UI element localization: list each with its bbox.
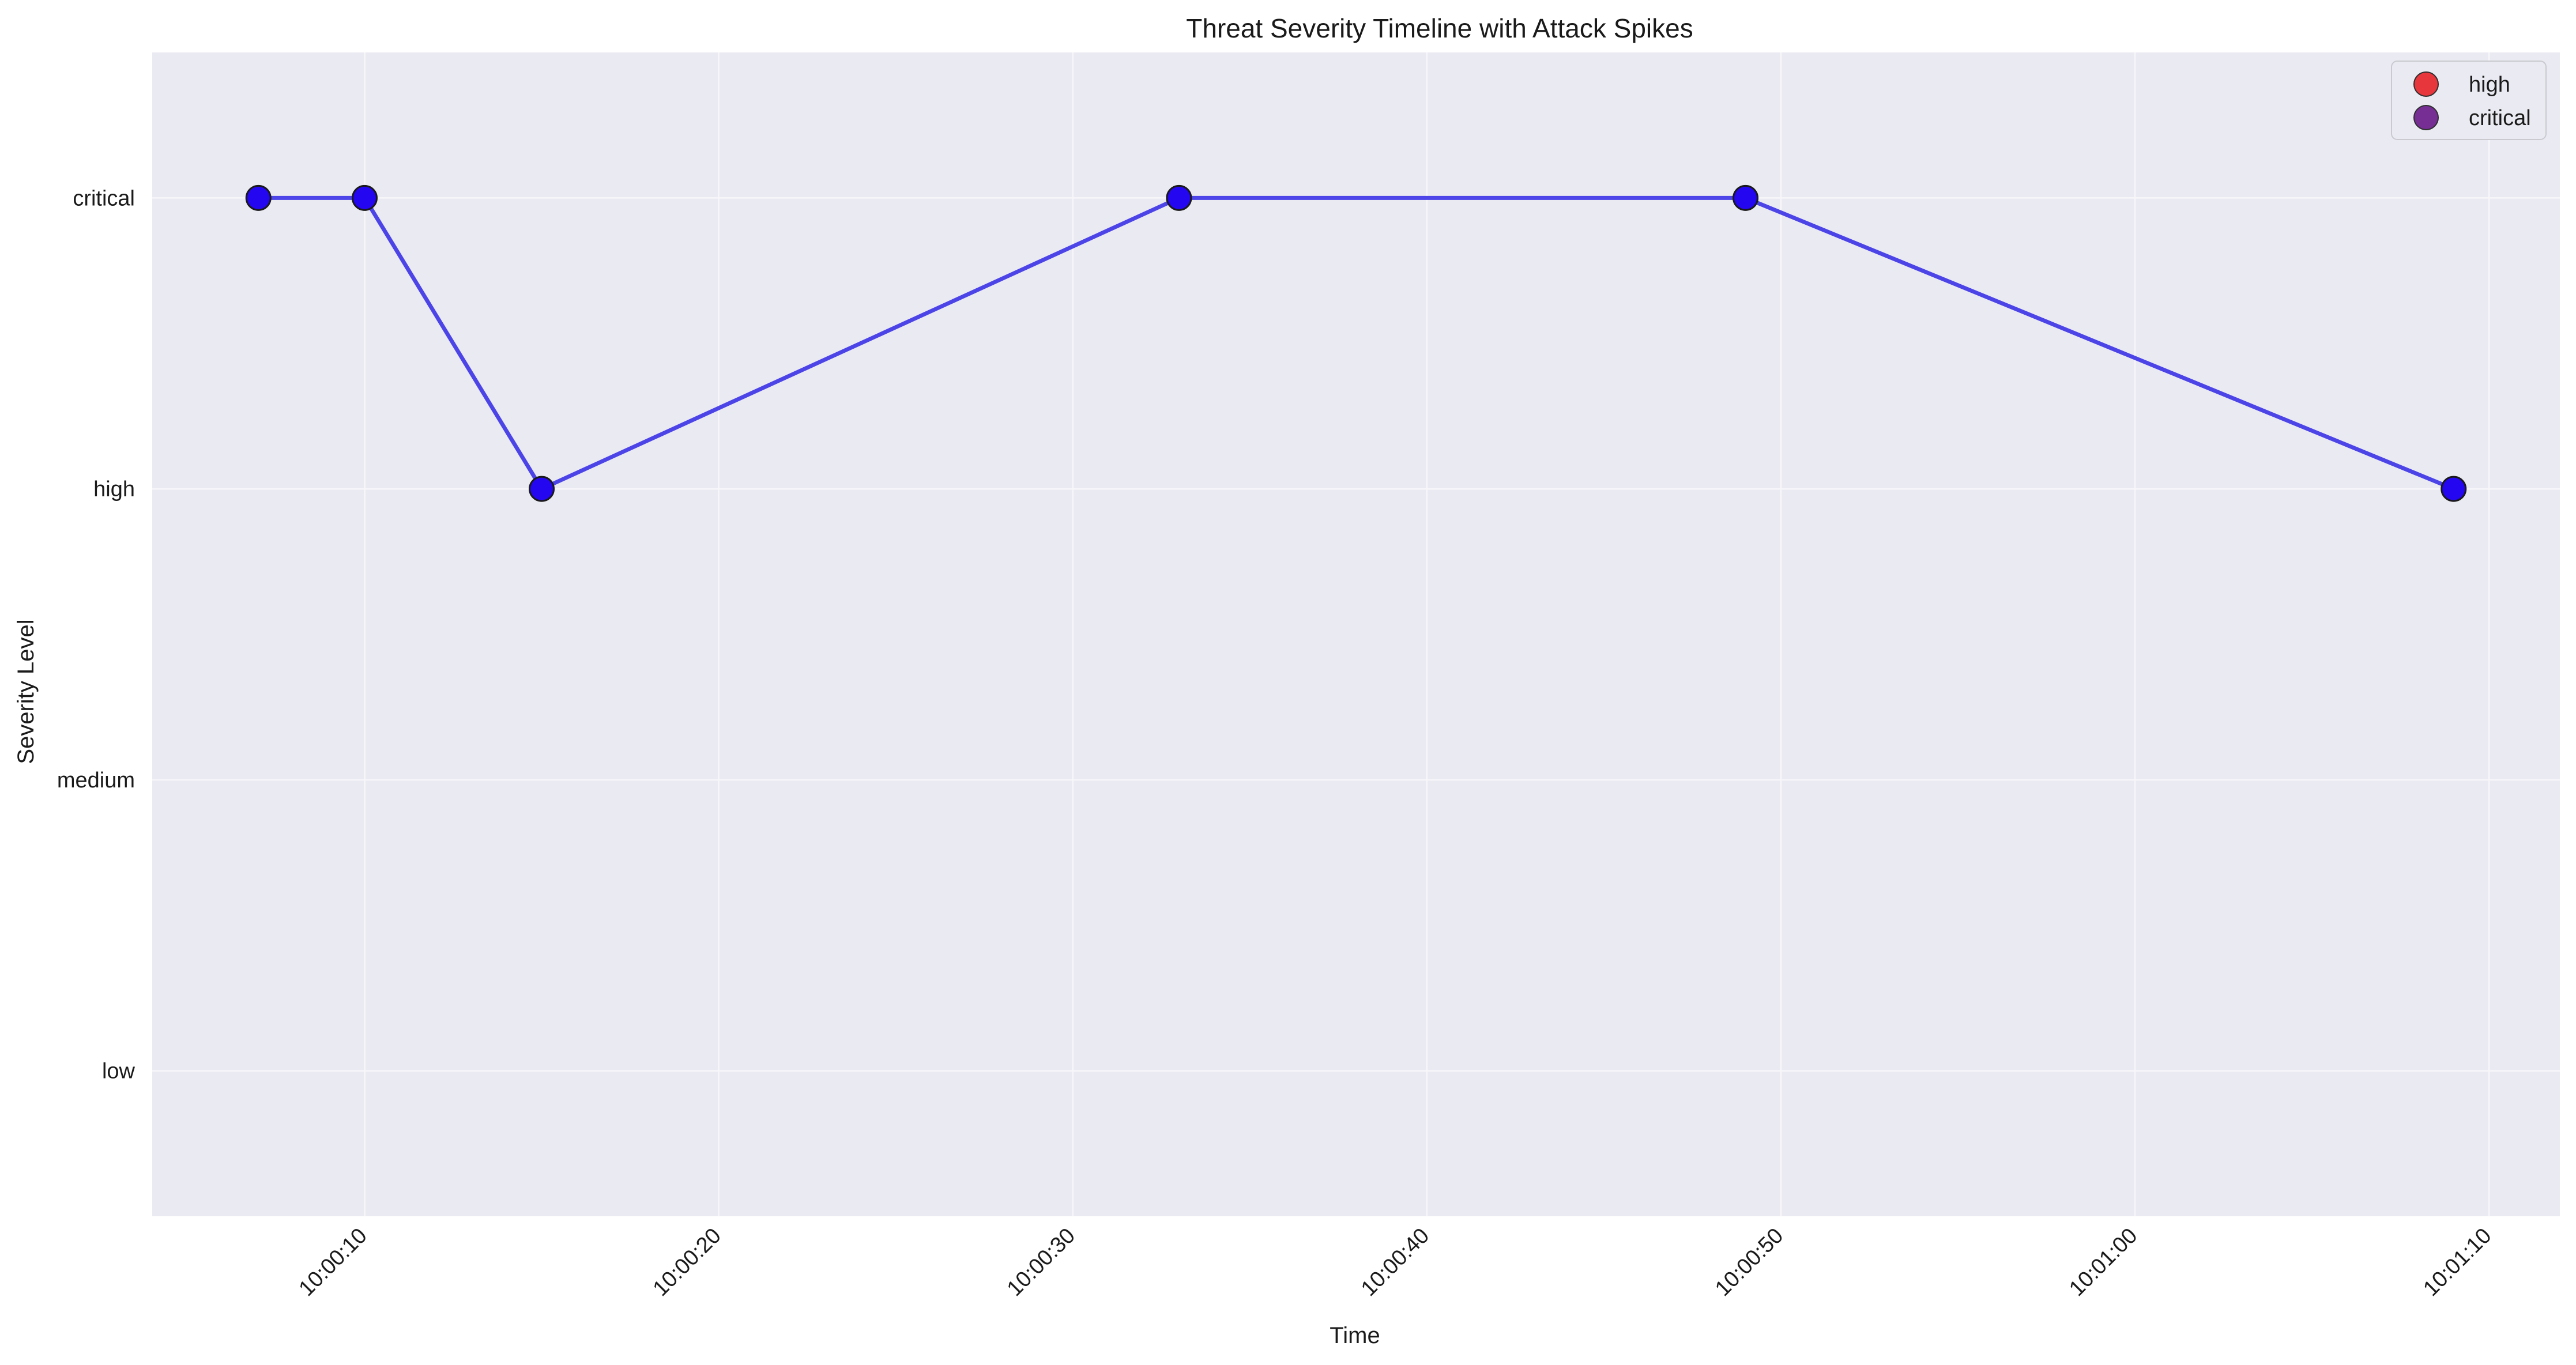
- legend: high critical: [2391, 61, 2547, 140]
- x-tick-label: 10:00:30: [1003, 1224, 1080, 1301]
- plot-background: [152, 52, 2560, 1216]
- line-layer: [258, 195, 2455, 491]
- x-tick-labels: 10:00:10 10:00:20 10:00:30 10:00:40 10:00:50…: [295, 1224, 2496, 1301]
- legend-label-high: high: [2469, 73, 2510, 97]
- data-point: [1733, 184, 1759, 211]
- x-axis-title: Time: [1330, 1323, 1380, 1348]
- legend-label-critical: critical: [2469, 106, 2531, 130]
- series-line: [258, 195, 2455, 491]
- marker-layer: [245, 184, 2467, 502]
- y-tick-labels: low medium high critical: [57, 186, 135, 1083]
- legend-marker-high: [2413, 71, 2439, 97]
- data-point: [529, 476, 555, 502]
- x-tick-label: 10:01:10: [2419, 1224, 2496, 1301]
- x-tick-label: 10:00:50: [1711, 1224, 1788, 1301]
- x-tick-label: 10:00:40: [1357, 1224, 1434, 1301]
- y-axis-title: Severity Level: [13, 619, 39, 764]
- legend-marker-critical: [2413, 105, 2439, 130]
- data-point: [351, 184, 378, 211]
- chart-title: Threat Severity Timeline with Attack Spi…: [1186, 13, 1693, 43]
- x-tick-label: 10:01:00: [2065, 1224, 2142, 1301]
- x-tick-label: 10:00:20: [649, 1224, 726, 1301]
- data-point: [1166, 184, 1192, 211]
- y-tick-label: critical: [73, 186, 135, 210]
- y-tick-label: low: [102, 1059, 135, 1084]
- y-tick-label: medium: [57, 768, 135, 793]
- y-tick-label: high: [93, 477, 135, 501]
- data-point: [245, 184, 272, 211]
- data-point: [2441, 476, 2467, 502]
- x-tick-label: 10:00:10: [295, 1224, 372, 1301]
